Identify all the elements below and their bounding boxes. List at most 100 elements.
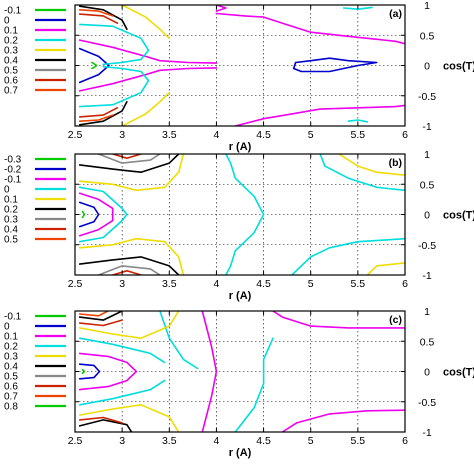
x-tick-label: 3 <box>119 129 125 141</box>
legend-label: 0.7 <box>4 392 18 403</box>
legend-label: 0.3 <box>4 46 18 57</box>
contour-level-0 <box>78 47 110 84</box>
contour-level-0.3 <box>121 5 171 40</box>
contour-level-0 <box>319 154 405 192</box>
x-tick-label: 2.5 <box>68 129 83 141</box>
legend-label: -0.1 <box>4 175 22 186</box>
contour-level-0.1 <box>215 12 405 45</box>
contour-level--0.1 <box>81 368 86 375</box>
contour-level-0.6 <box>78 319 123 327</box>
contour-level-0 <box>292 57 378 73</box>
x-tick-label: 3.5 <box>162 435 177 447</box>
contour-level-0.2 <box>78 256 180 275</box>
contour-level-0.6 <box>78 416 123 424</box>
y-tick-label: 1 <box>424 149 430 161</box>
legend-label: 0.4 <box>4 225 18 236</box>
legend-label: 0.2 <box>4 342 18 353</box>
legend-label: 0.1 <box>4 332 18 343</box>
contour-level-0.2 <box>347 119 369 123</box>
x-tick-label: 6 <box>402 129 408 141</box>
legend-label: 0.6 <box>4 76 18 87</box>
legend: -0.100.10.20.30.40.50.60.7 <box>4 6 66 97</box>
x-tick-label: 4 <box>214 129 220 141</box>
contour-level-0.2 <box>78 337 166 364</box>
contour-level-0.4 <box>78 311 123 321</box>
contour-level-0.7 <box>78 311 109 317</box>
contour-level-0 <box>225 154 265 275</box>
legend-label: 0.1 <box>4 195 18 206</box>
contour-level-0.4 <box>78 5 128 31</box>
contour-level-0.2 <box>159 311 199 370</box>
x-tick-label: 2.5 <box>68 435 83 447</box>
y-tick-label: -0.5 <box>418 240 436 252</box>
x-tick-label: 3.5 <box>162 278 177 290</box>
x-tick-label: 5 <box>308 129 314 141</box>
x-tick-label: 3 <box>119 278 125 290</box>
x-tick-label: 2.5 <box>68 278 83 290</box>
y-tick-label: -1 <box>422 270 431 282</box>
legend: -0.100.10.20.30.40.50.60.70.8 <box>4 312 66 413</box>
y-tick-label: 0 <box>424 61 430 73</box>
contour-lines <box>78 311 405 432</box>
contour-level-0.4 <box>111 154 142 159</box>
contour-level-0 <box>78 363 101 380</box>
legend-label: -0.2 <box>4 165 22 176</box>
contour-level-0.1 <box>366 262 405 275</box>
panel-2: 2.5 3 3.5 4 4.5 5 5.5 6 -1 -0.5 0 0.5 1 r (A) cos(T) (b… <box>4 149 474 302</box>
legend-label: 0.5 <box>4 372 18 383</box>
contour-level--0.1 <box>91 61 98 70</box>
legend-label: 0.2 <box>4 205 18 216</box>
y-tick-label: -0.5 <box>418 397 436 409</box>
contour-level-0.3 <box>78 403 180 432</box>
panel-1: 2.5 3 3.5 4 4.5 5 5.5 6 -1 -0.5 0 0.5 1 r (A) cos(T) (a… <box>4 0 474 153</box>
contour-level-0.6 <box>78 107 119 118</box>
contour-level-0.4 <box>78 101 128 126</box>
legend-label: -0.3 <box>4 155 22 166</box>
contour-level-0.4 <box>78 419 133 432</box>
x-tick-label: 3.5 <box>162 129 177 141</box>
legend-label: 0.4 <box>4 56 18 67</box>
contour-level-0.4 <box>111 269 142 275</box>
x-tick-label: 5 <box>308 278 314 290</box>
y-tick-label: 0 <box>424 367 430 379</box>
legend: -0.3-0.2-0.100.10.20.30.40.5 <box>4 155 66 246</box>
contour-level-0 <box>291 237 405 275</box>
legend-label: 0.8 <box>4 402 18 413</box>
legend-label: 0.5 <box>4 235 18 246</box>
panel-label: (c) <box>389 314 402 326</box>
legend-label: 0 <box>4 322 10 333</box>
x-tick-label: 5.5 <box>351 129 366 141</box>
contour-level-0.3 <box>97 265 161 275</box>
x-tick-label: 3 <box>119 435 125 447</box>
contour-level-0.1 <box>78 67 218 92</box>
legend-label: 0.2 <box>4 36 18 47</box>
contour-level-0.1 <box>234 104 405 126</box>
legend-label: 0.4 <box>4 362 18 373</box>
contour-level-0.2 <box>78 154 180 173</box>
contour-lines <box>78 154 405 275</box>
x-axis-label: r (A) <box>229 141 252 153</box>
panel-3: 2.5 3 3.5 4 4.5 5 5.5 6 -1 -0.5 0 0.5 1 r (A) cos(T) (c… <box>4 306 474 459</box>
legend-label: 0.5 <box>4 66 18 77</box>
contour-level-0.1 <box>78 352 138 391</box>
contour-level--0.2 <box>78 201 100 228</box>
y-tick-label: 0.5 <box>420 30 435 42</box>
x-tick-label: 6 <box>402 435 408 447</box>
contour-level-0.2 <box>78 23 150 66</box>
y-tick-label: 0.5 <box>420 336 435 348</box>
contour-level-0.3 <box>78 311 180 340</box>
contour-level-0.2 <box>234 337 274 432</box>
contour-lines <box>78 5 405 126</box>
x-axis-label: r (A) <box>229 447 252 459</box>
y-tick-label: 1 <box>424 0 430 12</box>
y-axis-label: cos(T) <box>443 61 474 73</box>
contour-level-0.1 <box>338 154 405 176</box>
x-tick-label: 5.5 <box>351 278 366 290</box>
contour-level-0.3 <box>97 154 161 164</box>
y-tick-label: -1 <box>422 121 431 133</box>
legend-label: 0.7 <box>4 86 18 97</box>
y-tick-label: 1 <box>424 306 430 318</box>
legend-label: 0.3 <box>4 215 18 226</box>
x-tick-label: 4 <box>214 435 220 447</box>
